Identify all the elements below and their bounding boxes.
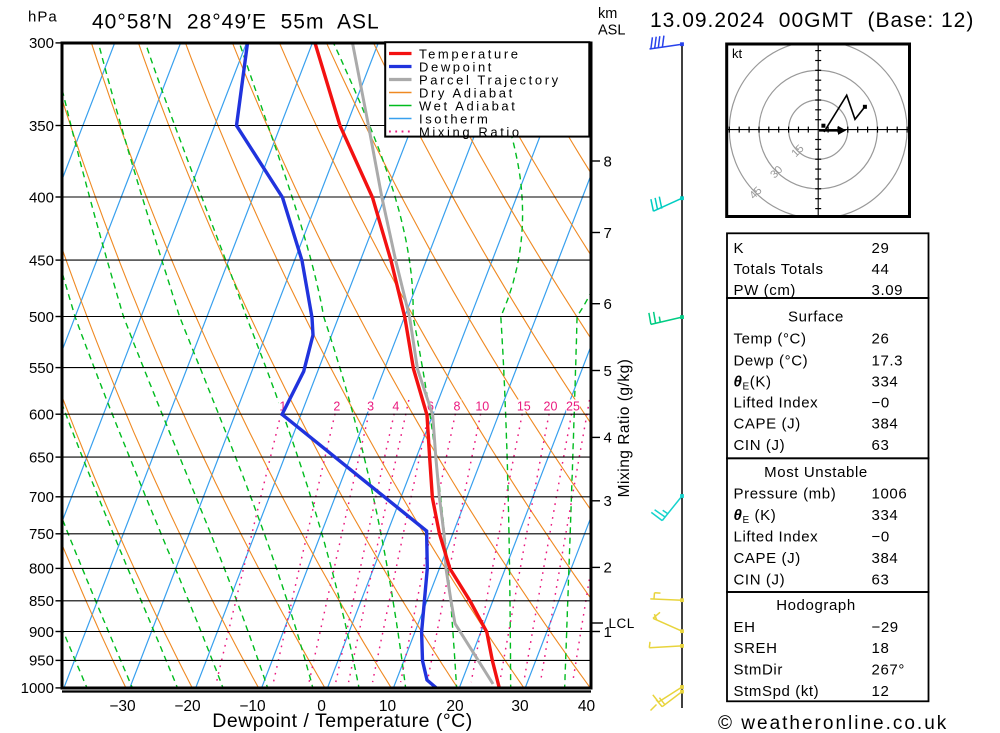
svg-text:4: 4: [392, 400, 399, 414]
svg-text:3: 3: [367, 400, 374, 414]
svg-text:1: 1: [279, 400, 286, 414]
svg-text:θE(K): θE(K): [734, 373, 772, 392]
svg-text:384: 384: [872, 550, 899, 567]
svg-text:StmDir: StmDir: [734, 661, 783, 678]
svg-text:63: 63: [872, 437, 890, 454]
svg-text:Dewpoint: Dewpoint: [419, 59, 494, 74]
svg-text:950: 950: [29, 653, 54, 670]
svg-text:1006: 1006: [872, 485, 908, 502]
svg-text:700: 700: [29, 489, 54, 506]
svg-text:Most Unstable: Most Unstable: [764, 464, 868, 481]
svg-text:400: 400: [29, 189, 54, 206]
svg-text:3: 3: [604, 493, 612, 510]
svg-text:StmSpd (kt): StmSpd (kt): [734, 683, 820, 700]
svg-text:Lifted Index: Lifted Index: [734, 528, 819, 545]
svg-text:267°: 267°: [872, 661, 905, 678]
svg-text:Surface: Surface: [788, 308, 844, 325]
svg-text:Dewpoint / Temperature (°C): Dewpoint / Temperature (°C): [212, 710, 472, 732]
svg-text:63: 63: [872, 571, 890, 588]
svg-text:6: 6: [604, 296, 612, 313]
svg-text:2: 2: [604, 560, 612, 577]
svg-text:17.3: 17.3: [872, 352, 904, 369]
svg-text:1: 1: [604, 624, 612, 641]
svg-text:300: 300: [29, 35, 54, 52]
svg-text:Dewp (°C): Dewp (°C): [734, 352, 809, 369]
svg-text:kt: kt: [732, 46, 743, 61]
svg-text:CIN (J): CIN (J): [734, 571, 786, 588]
svg-text:km: km: [598, 6, 617, 22]
svg-text:4: 4: [604, 430, 612, 447]
svg-text:334: 334: [872, 507, 899, 524]
svg-text:EH: EH: [734, 619, 756, 636]
svg-text:44: 44: [872, 261, 890, 278]
svg-text:θE (K): θE (K): [734, 507, 777, 526]
svg-text:CIN (J): CIN (J): [734, 437, 786, 454]
svg-text:10: 10: [475, 400, 489, 414]
svg-text:Temp (°C): Temp (°C): [734, 330, 807, 347]
svg-text:−0: −0: [872, 528, 890, 545]
svg-text:Wet Adiabat: Wet Adiabat: [419, 98, 517, 113]
svg-text:334: 334: [872, 373, 899, 390]
svg-text:Dry Adiabat: Dry Adiabat: [419, 85, 515, 100]
svg-text:3.09: 3.09: [872, 282, 904, 299]
svg-text:500: 500: [29, 309, 54, 326]
svg-text:K: K: [734, 240, 745, 257]
svg-text:0: 0: [317, 698, 326, 715]
svg-text:8: 8: [604, 153, 612, 170]
svg-text:600: 600: [29, 407, 54, 424]
svg-text:13.09.2024 00GMT (Base: 12): 13.09.2024 00GMT (Base: 12): [650, 9, 974, 32]
svg-text:40: 40: [578, 698, 596, 715]
svg-text:Pressure (mb): Pressure (mb): [734, 485, 837, 502]
svg-text:7: 7: [604, 225, 612, 242]
svg-text:Hodograph: Hodograph: [776, 597, 856, 614]
svg-text:1000: 1000: [21, 680, 54, 697]
svg-text:ASL: ASL: [598, 23, 625, 39]
svg-text:29: 29: [872, 240, 890, 257]
svg-text:30: 30: [511, 698, 529, 715]
svg-text:800: 800: [29, 561, 54, 578]
svg-text:Totals Totals: Totals Totals: [734, 261, 824, 278]
svg-text:hPa: hPa: [28, 9, 58, 26]
svg-text:450: 450: [29, 252, 54, 269]
svg-text:850: 850: [29, 593, 54, 610]
svg-text:Lifted Index: Lifted Index: [734, 394, 819, 411]
svg-text:−0: −0: [872, 394, 890, 411]
svg-text:Temperature: Temperature: [419, 46, 521, 61]
svg-text:5: 5: [604, 363, 612, 380]
svg-text:CAPE (J): CAPE (J): [734, 550, 801, 567]
svg-text:18: 18: [872, 640, 890, 657]
svg-text:650: 650: [29, 449, 54, 466]
svg-text:Mixing Ratio: Mixing Ratio: [419, 124, 522, 139]
svg-text:2: 2: [333, 400, 340, 414]
svg-text:−20: −20: [174, 698, 201, 715]
svg-text:25: 25: [566, 400, 580, 414]
svg-text:12: 12: [872, 683, 890, 700]
svg-text:8: 8: [454, 400, 461, 414]
svg-text:Isotherm: Isotherm: [419, 111, 490, 126]
svg-text:20: 20: [446, 698, 464, 715]
svg-text:20: 20: [544, 400, 558, 414]
svg-text:−10: −10: [239, 698, 266, 715]
svg-text:15: 15: [517, 400, 531, 414]
svg-text:384: 384: [872, 415, 899, 432]
svg-text:LCL: LCL: [609, 616, 635, 631]
svg-text:750: 750: [29, 526, 54, 543]
svg-text:10: 10: [379, 698, 397, 715]
svg-text:CAPE (J): CAPE (J): [734, 415, 801, 432]
svg-text:550: 550: [29, 360, 54, 377]
svg-text:© weatheronline.co.uk: © weatheronline.co.uk: [718, 713, 948, 733]
svg-text:40°58′N 28°49′E 55m ASL: 40°58′N 28°49′E 55m ASL: [92, 11, 380, 34]
svg-text:PW (cm): PW (cm): [734, 282, 797, 299]
svg-text:26: 26: [872, 330, 890, 347]
svg-text:350: 350: [29, 118, 54, 135]
svg-text:−29: −29: [872, 619, 899, 636]
svg-text:Mixing Ratio (g/kg): Mixing Ratio (g/kg): [616, 359, 633, 498]
svg-text:900: 900: [29, 624, 54, 641]
svg-text:Parcel Trajectory: Parcel Trajectory: [419, 72, 561, 87]
svg-text:−30: −30: [109, 698, 136, 715]
svg-text:SREH: SREH: [734, 640, 778, 657]
